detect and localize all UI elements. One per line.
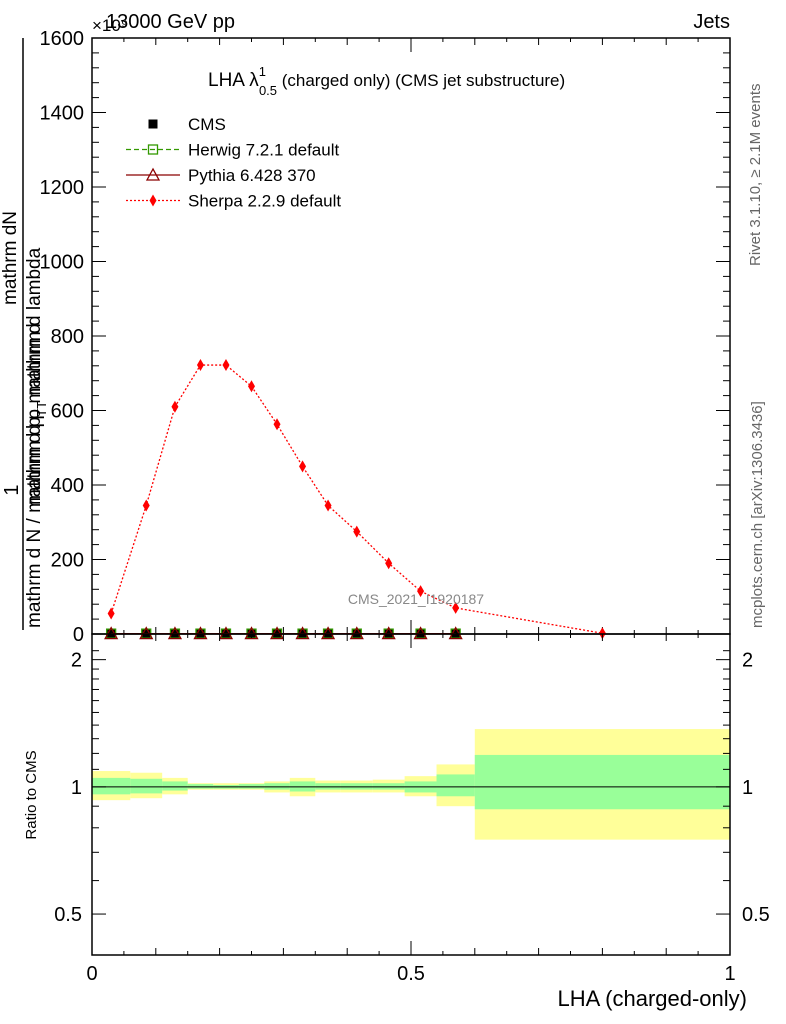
main-ylabel: 1 mathrm dN mathrm d pT mathrm d lambda … bbox=[0, 38, 49, 630]
ratio-ylabel: Ratio to CMS bbox=[23, 750, 40, 839]
series-3-point bbox=[417, 585, 425, 598]
series-3-point bbox=[452, 601, 460, 614]
series-3-point bbox=[248, 380, 255, 393]
main-ytick-label: 1000 bbox=[40, 252, 85, 274]
series-2-point bbox=[193, 626, 208, 640]
legend-marker-3 bbox=[149, 194, 157, 207]
series-2-point bbox=[218, 626, 234, 640]
ylabel-num-tail: mathrm d lambda bbox=[24, 247, 45, 401]
main-ytick-label: 0 bbox=[73, 624, 84, 646]
ratio-band-inner bbox=[474, 754, 730, 810]
title-sub: 0.5 bbox=[259, 83, 277, 98]
ratio-xticks: 0 0.5 1 bbox=[86, 634, 736, 985]
series-3-point bbox=[299, 460, 307, 473]
header-left: 13000 GeV pp bbox=[106, 11, 235, 33]
series-2-point bbox=[413, 626, 428, 640]
series-2-point bbox=[167, 626, 183, 640]
series-3-point bbox=[385, 557, 393, 570]
exponent-label: ×10⁹ bbox=[92, 16, 128, 35]
series-2-point bbox=[320, 626, 336, 640]
legend-label-3: Sherpa 2.2.9 default bbox=[188, 192, 341, 211]
ratio-ytick-label-right: 1 bbox=[742, 777, 753, 799]
xlabel: LHA (charged-only) bbox=[557, 986, 747, 1011]
series-3-point bbox=[142, 499, 150, 512]
ratio-ytick-label: 2 bbox=[71, 650, 82, 672]
series-3-point bbox=[196, 359, 204, 372]
ratio-xtick-label: 1 bbox=[724, 963, 735, 985]
ylabel-top: 1 bbox=[1, 484, 23, 495]
series-2-point bbox=[104, 626, 119, 640]
series-2-point bbox=[269, 626, 285, 640]
series-2-point bbox=[349, 626, 364, 640]
title-main: LHA λ bbox=[208, 70, 259, 91]
main-ytick-label: 1400 bbox=[40, 103, 85, 125]
legend-label-2: Pythia 6.428 370 bbox=[188, 166, 316, 185]
ratio-band-inner bbox=[162, 781, 188, 791]
series-3-point bbox=[353, 525, 361, 538]
ratio-bands bbox=[92, 729, 730, 840]
series-line-3 bbox=[110, 364, 603, 634]
mcplots-label: mcplots.cern.ch [arXiv:1306.3436] bbox=[749, 401, 766, 628]
series-2-point bbox=[139, 626, 154, 640]
main-ytick-label: 1200 bbox=[40, 177, 85, 199]
main-ytick-label: 1600 bbox=[40, 28, 85, 50]
main-ytick-label: 200 bbox=[51, 550, 84, 572]
legend-marker-0 bbox=[148, 119, 158, 129]
ylabel-num: mathrm dN bbox=[0, 211, 21, 305]
legend-label-0: CMS bbox=[188, 115, 226, 134]
series-3-point bbox=[222, 359, 230, 372]
ratio-ytick-label-right: 0.5 bbox=[742, 904, 770, 926]
main-yticks: 0 200 400 600 800 1000 1200 1400 1600 bbox=[40, 28, 730, 646]
watermark: CMS_2021_I1920187 bbox=[348, 591, 484, 607]
legend: CMS Herwig 7.2.1 default Pythia 6.428 370 S… bbox=[126, 115, 341, 211]
svg-text:mathrm d pT mathrm d lambda: mathrm d pT mathrm d lambda bbox=[24, 247, 49, 505]
ylabel-num-rest: mathrm d p bbox=[24, 409, 45, 505]
series-3-point bbox=[273, 418, 281, 431]
main-ytick-label: 800 bbox=[51, 326, 84, 348]
ylabel-den-tail: mathrm d bbox=[24, 323, 45, 409]
series-3-point bbox=[107, 607, 115, 620]
ylabel-den: mathrm d N / mathrm d p bbox=[24, 417, 45, 628]
ylabel-num-sub: T bbox=[34, 401, 49, 409]
series-2-point bbox=[381, 626, 396, 640]
main-title: LHA λ1 0.5 (charged only) (CMS jet substr… bbox=[208, 64, 565, 98]
ratio-xtick-label: 0.5 bbox=[397, 963, 425, 985]
svg-text:mathrm d N / mathrm d pT mathr: mathrm d N / mathrm d pT mathrm d bbox=[24, 323, 49, 628]
ratio-band-inner bbox=[436, 774, 475, 797]
series-2-point bbox=[244, 626, 259, 640]
series-3-point bbox=[171, 400, 179, 413]
legend-label-1: Herwig 7.2.1 default bbox=[188, 141, 339, 160]
ratio-band-inner bbox=[92, 777, 131, 795]
title-sup: 1 bbox=[259, 64, 266, 79]
title-rest: (charged only) (CMS jet substructure) bbox=[277, 71, 565, 90]
rivet-label: Rivet 3.1.10, ≥ 2.1M events bbox=[747, 84, 764, 267]
main-ytick-label: 400 bbox=[51, 475, 84, 497]
main-panel: 0 200 400 600 800 1000 1200 1400 1600 LHA λ1 0.5 … bbox=[40, 28, 731, 646]
ratio-panel: 0.5 0.51 12 2 0 0.5 1 bbox=[54, 633, 770, 985]
legend-marker-1 bbox=[147, 144, 159, 155]
ratio-ytick-label: 1 bbox=[71, 777, 82, 799]
ratio-ytick-label: 0.5 bbox=[54, 904, 82, 926]
ratio-ytick-label-right: 2 bbox=[742, 650, 753, 672]
series-2-point bbox=[448, 626, 463, 640]
ylabel-den-sub: T bbox=[34, 409, 49, 417]
ratio-xtick-label: 0 bbox=[86, 963, 97, 985]
series-3-point bbox=[324, 499, 332, 512]
ratio-yticks: 0.5 0.5 1 1 2 2 bbox=[54, 650, 770, 926]
series-2-point bbox=[295, 626, 310, 640]
legend-marker-2 bbox=[145, 167, 161, 181]
main-ytick-label: 600 bbox=[51, 401, 84, 423]
header-right: Jets bbox=[693, 11, 730, 33]
ratio-band-inner bbox=[130, 778, 163, 794]
